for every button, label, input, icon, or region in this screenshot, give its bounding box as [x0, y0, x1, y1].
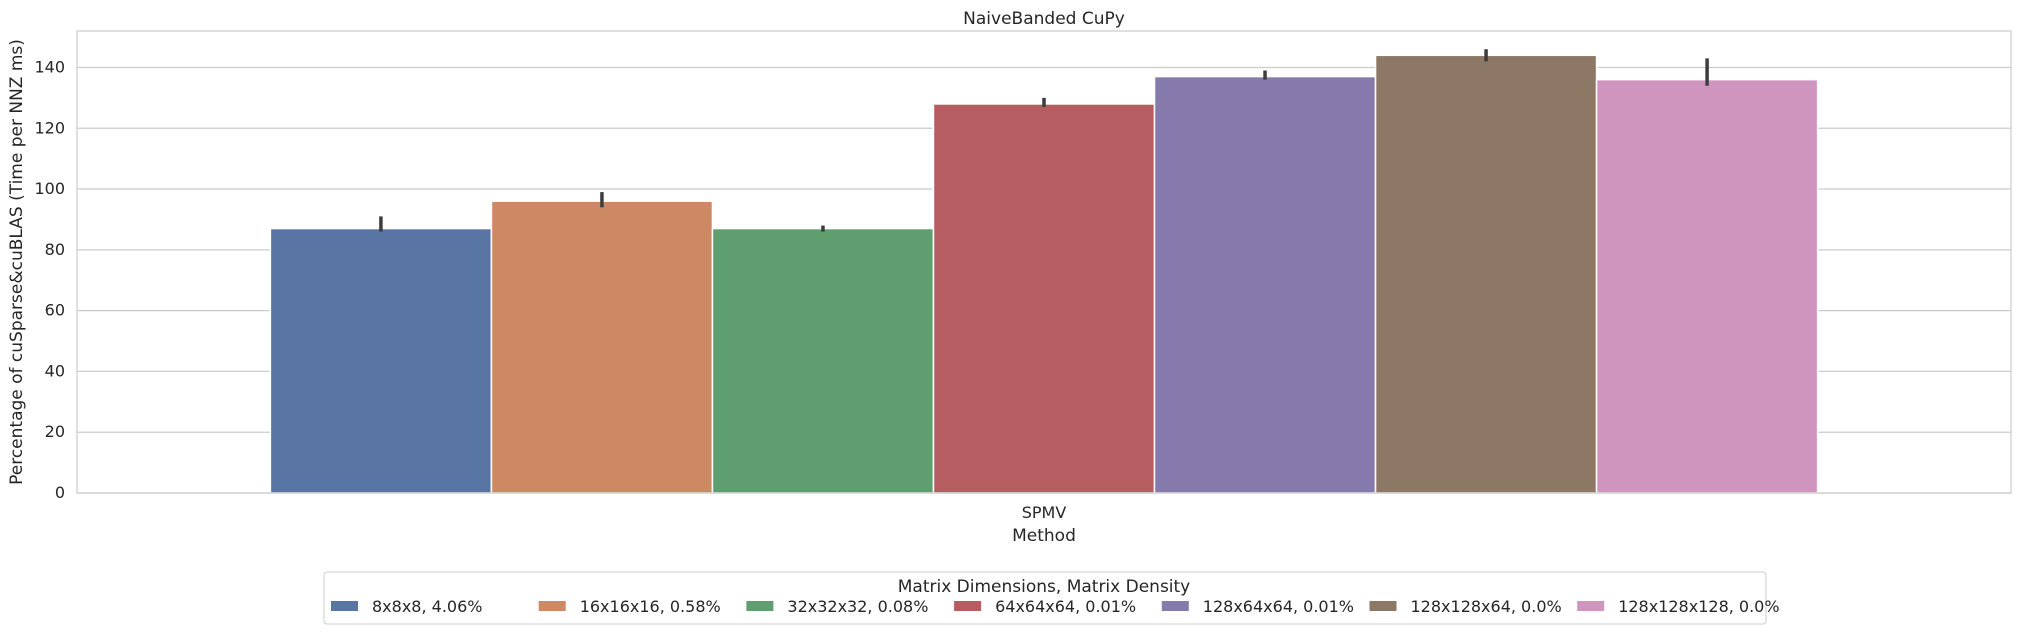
x-tick-labels: SPMV: [1022, 503, 1067, 522]
bar: [1595, 78, 1819, 494]
y-tick-label: 60: [45, 301, 65, 320]
y-tick-label: 20: [45, 422, 65, 441]
legend-label: 64x64x64, 0.01%: [995, 597, 1136, 616]
bar: [490, 200, 714, 494]
x-axis-title: Method: [1012, 526, 1076, 546]
plot-frame: [76, 30, 2012, 494]
y-tick-label: 120: [34, 118, 65, 137]
bar: [932, 103, 1156, 494]
legend-label: 8x8x8, 4.06%: [372, 597, 482, 616]
y-tick-labels: 0 20 40 60 80 100 120 140: [34, 57, 65, 502]
legend-swatch: [1369, 601, 1397, 611]
bars: [269, 54, 1819, 494]
chart-title: NaiveBanded CuPy: [963, 9, 1125, 29]
y-tick-label: 0: [55, 483, 65, 502]
legend-label: 32x32x32, 0.08%: [787, 597, 928, 616]
y-tick-label: 140: [34, 57, 65, 76]
legend: Matrix Dimensions, Matrix Density 8x8x8,…: [323, 571, 1780, 625]
legend-items: 8x8x8, 4.06% 16x16x16, 0.58% 32x32x32, 0.0…: [331, 597, 1780, 616]
legend-label: 16x16x16, 0.58%: [580, 597, 721, 616]
legend-swatch: [1161, 601, 1189, 611]
bar: [269, 227, 493, 494]
error-bars: [379, 49, 1709, 232]
legend-swatch: [538, 601, 566, 611]
x-tick-label: SPMV: [1022, 503, 1067, 522]
y-axis-title: Percentage of cuSparse&cuBLAS (Time per …: [7, 39, 27, 485]
y-tick-label: 40: [45, 361, 65, 380]
legend-frame: [323, 571, 1767, 625]
legend-label: 128x128x128, 0.0%: [1618, 597, 1779, 616]
legend-swatch: [1577, 601, 1605, 611]
bar: [711, 227, 935, 494]
y-tick-label: 100: [34, 179, 65, 198]
legend-label: 128x128x64, 0.0%: [1411, 597, 1562, 616]
legend-swatch: [331, 601, 358, 611]
bar: [1374, 54, 1598, 494]
y-tick-label: 80: [45, 240, 65, 259]
legend-swatch: [954, 601, 982, 611]
bar: [1153, 75, 1377, 494]
legend-swatch: [746, 601, 774, 611]
legend-label: 128x64x64, 0.01%: [1203, 597, 1354, 616]
legend-title: Matrix Dimensions, Matrix Density: [898, 577, 1191, 597]
